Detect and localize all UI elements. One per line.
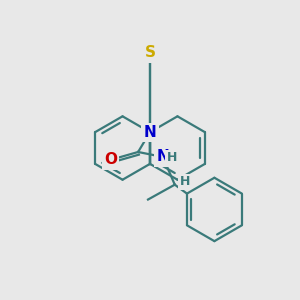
Text: N: N bbox=[144, 125, 156, 140]
Text: O: O bbox=[104, 152, 117, 167]
Text: H: H bbox=[179, 175, 190, 188]
Text: S: S bbox=[145, 45, 155, 60]
Text: N: N bbox=[157, 149, 169, 164]
Text: H: H bbox=[167, 152, 177, 164]
